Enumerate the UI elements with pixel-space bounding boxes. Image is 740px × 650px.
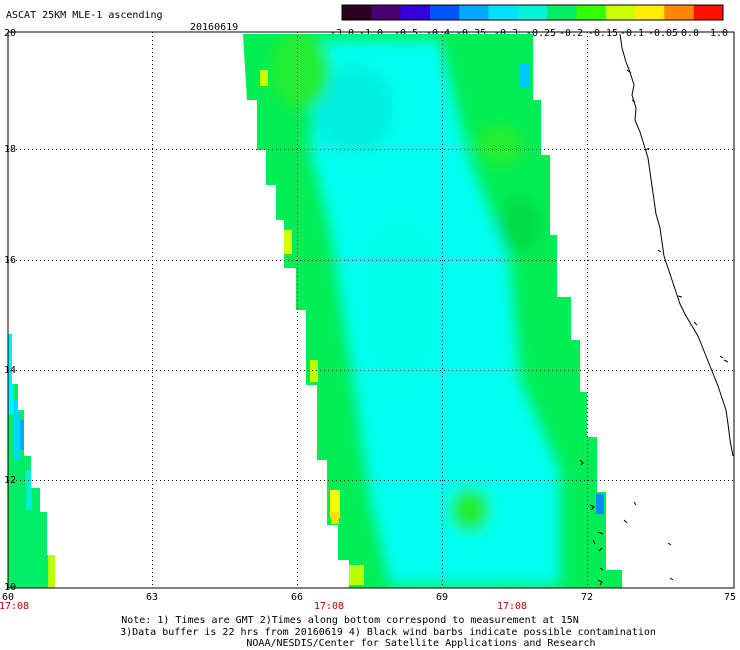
colorbar-swatch [635,5,665,20]
colorbar-swatch [517,5,548,20]
colorbar-label: -0.05 [648,28,678,39]
swath-main [243,34,622,588]
lat-label: 10 [4,582,16,593]
lon-label: 75 [724,592,736,603]
colorbar-label: -0.3 [494,28,518,39]
product-title: ASCAT 25KM MLE-1 ascending [6,10,163,21]
colorbar-swatch [371,5,402,20]
footer-note-2: 3)Data buffer is 22 hrs from 20160619 4)… [120,627,656,638]
lon-label: 69 [436,592,448,603]
swath-time: 17:08 [314,601,344,612]
colorbar-swatch [605,5,636,20]
lon-label: 72 [581,592,593,603]
lon-label: 60 [2,592,14,603]
graticule [8,32,734,588]
colorbar-swatch [400,5,431,20]
footer-credit: NOAA/NESDIS/Center for Satellite Applica… [246,638,596,649]
map-panel: 20 18 16 14 12 10 60 63 66 69 72 75 17:0… [0,28,736,612]
lat-label: 16 [4,255,16,266]
colorbar-swatch [488,5,519,20]
colorbar-label: -0.5 [394,28,418,39]
footer-note-1: Note: 1) Times are GMT 2)Times along bot… [121,615,579,626]
colorbar-swatch [342,5,372,20]
colorbar-swatch [693,5,724,20]
colorbar-label: -1.0 [359,28,383,39]
longitude-labels: 60 63 66 69 72 75 [2,592,736,603]
colorbar-label: -0.25 [526,28,556,39]
lat-label: 20 [4,28,16,39]
colorbar-swatch [576,5,607,20]
colorbar-label: -0.4 [426,28,450,39]
lon-label: 66 [291,592,303,603]
colorbar-label: -0.2 [559,28,583,39]
coastline [579,33,734,586]
lat-label: 14 [4,365,16,376]
swath-time: 17:08 [497,601,527,612]
colorbar-label: -0.35 [456,28,486,39]
colorbar-swatch [459,5,490,20]
lon-label: 63 [146,592,158,603]
colorbar-swatch [547,5,577,20]
colorbar-label: -3.0 [330,28,354,39]
latitude-labels: 20 18 16 14 12 10 [4,28,16,593]
colorbar-label: 0.0 [681,28,699,39]
product-date: 20160619 [190,22,238,33]
colorbar-label: -0.1 [620,28,644,39]
colorbar-swatch [429,5,460,20]
colorbar-border [341,4,724,21]
colorbar-swatch [664,5,695,20]
swath-time: 17:08 [0,601,29,612]
map-frame [7,31,735,589]
colorbar-label: -0.15 [588,28,618,39]
lat-label: 18 [4,144,16,155]
colorbar-labels: -3.0 -1.0 -0.5 -0.4 -0.35 -0.3 -0.25 -0.… [330,28,728,39]
colorbar-swatches [341,4,724,21]
colorbar-label: 1.0 [710,28,728,39]
colorbar: -3.0 -1.0 -0.5 -0.4 -0.35 -0.3 -0.25 -0.… [330,4,728,39]
lat-label: 12 [4,475,16,486]
swath-time-labels: 17:08 17:08 17:08 [0,601,527,612]
